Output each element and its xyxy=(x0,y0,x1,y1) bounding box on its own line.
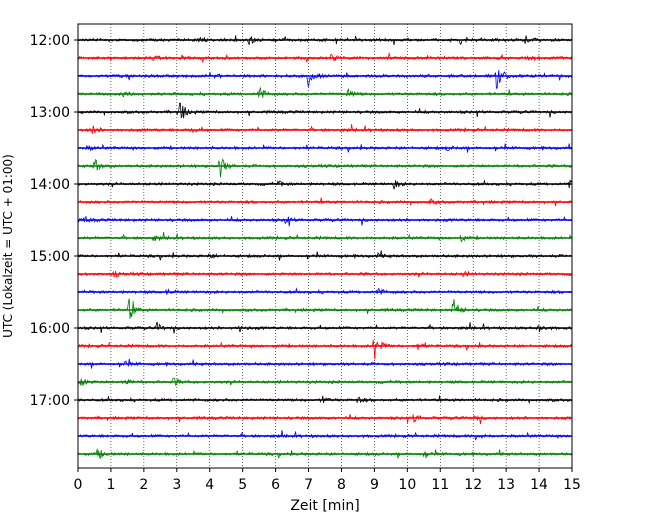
trace-line xyxy=(77,215,572,227)
y-axis-label: UTC (Lokalzeit = UTC + 01:00) xyxy=(1,154,15,338)
x-tick-label: 3 xyxy=(172,477,181,493)
y-tick-label: 16:00 xyxy=(30,321,70,337)
trace-line xyxy=(77,231,572,243)
trace-line xyxy=(77,298,572,319)
x-tick-label: 12 xyxy=(464,477,482,493)
y-axis-ticks: 12:00 13:00 14:00 15:00 16:00 17:00 xyxy=(30,33,78,409)
x-tick-label: 7 xyxy=(304,477,313,493)
trace-line xyxy=(77,124,572,134)
trace-line xyxy=(77,340,572,360)
x-tick-label: 9 xyxy=(370,477,379,493)
trace-line xyxy=(77,102,572,119)
x-tick-label: 6 xyxy=(271,477,280,493)
x-tick-label: 10 xyxy=(398,477,416,493)
seismogram-traces xyxy=(77,35,572,460)
plot-frame xyxy=(77,23,573,469)
trace-line xyxy=(77,414,572,424)
x-tick-label: 1 xyxy=(106,477,115,493)
x-tick-label: 8 xyxy=(337,477,346,493)
x-tick-label: 5 xyxy=(238,477,247,493)
trace-line xyxy=(77,430,572,441)
trace-line xyxy=(77,158,572,178)
y-tick-label: 17:00 xyxy=(30,393,70,409)
x-tick-label: 15 xyxy=(563,477,581,493)
x-tick-label: 2 xyxy=(139,477,148,493)
x-tick-label: 0 xyxy=(74,477,83,493)
trace-line xyxy=(77,86,572,98)
x-tick-label: 4 xyxy=(205,477,214,493)
y-tick-label: 12:00 xyxy=(30,33,70,49)
x-axis-label: Zeit [min] xyxy=(290,498,359,514)
x-tick-label: 14 xyxy=(530,477,548,493)
y-tick-label: 15:00 xyxy=(30,249,70,265)
y-tick-label: 13:00 xyxy=(30,105,70,121)
grid-lines xyxy=(110,24,540,468)
y-tick-label: 14:00 xyxy=(30,177,70,193)
x-axis-ticks: 0 1 2 3 4 5 6 7 8 9 10 11 12 13 14 15 xyxy=(74,468,581,493)
x-tick-label: 13 xyxy=(497,477,515,493)
x-tick-label: 11 xyxy=(431,477,449,493)
trace-line xyxy=(77,70,572,89)
